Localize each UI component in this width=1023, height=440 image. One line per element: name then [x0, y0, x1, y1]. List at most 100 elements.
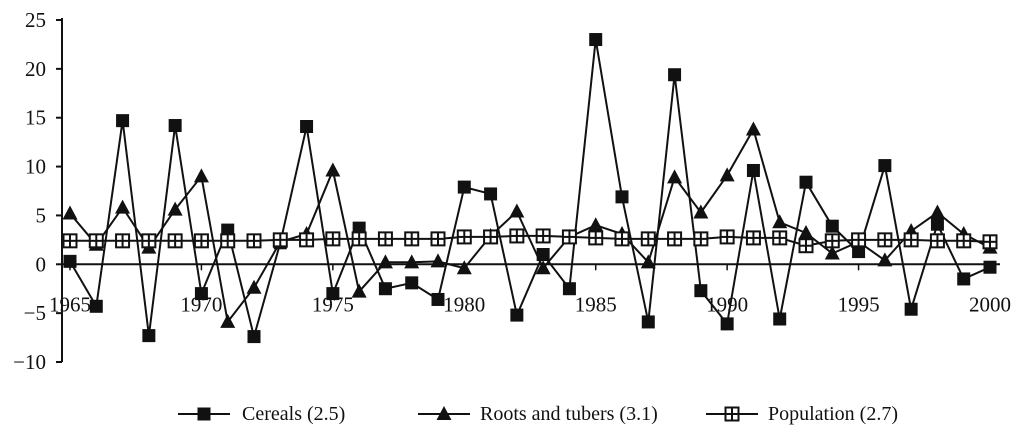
- x-tick-label: 1995: [838, 292, 880, 316]
- series-layer: [62, 33, 998, 344]
- legend: Cereals (2.5) Roots and tubers (3.1) Popul…: [178, 403, 898, 425]
- cereals-point: [536, 248, 550, 262]
- cereals-point: [484, 187, 498, 201]
- cereals-point: [641, 315, 655, 329]
- cereals-point: [983, 260, 997, 274]
- roots-and-tubers-point: [929, 204, 945, 219]
- legend-label: Roots and tubers (3.1): [480, 403, 658, 425]
- cereals-point: [247, 330, 261, 344]
- population-point: [351, 231, 367, 247]
- roots-and-tubers-point: [535, 260, 551, 275]
- population-point: [167, 233, 183, 249]
- cereals-point: [405, 276, 419, 290]
- population-point: [824, 233, 840, 249]
- population-point: [719, 229, 735, 245]
- cereals-point: [746, 163, 760, 177]
- roots-and-tubers-point: [667, 169, 683, 184]
- y-tick-label: 15: [25, 106, 46, 130]
- cereals-point: [142, 329, 156, 343]
- roots-and-tubers-point: [693, 204, 709, 219]
- population-point: [772, 230, 788, 246]
- cereals-point: [773, 312, 787, 326]
- roots-and-tubers-point: [246, 279, 262, 294]
- cereals-point: [878, 159, 892, 173]
- cereals-point: [615, 190, 629, 204]
- legend-label: Cereals (2.5): [242, 403, 345, 425]
- cereals-point: [116, 114, 130, 128]
- roots-and-tubers-point: [430, 253, 446, 268]
- population-point: [88, 233, 104, 249]
- population-point: [272, 232, 288, 248]
- roots-and-tubers-point: [798, 225, 814, 240]
- legend-label: Population (2.7): [768, 403, 898, 425]
- y-tick-label: −10: [13, 350, 46, 374]
- legend-marker: [724, 406, 740, 422]
- population-point: [193, 233, 209, 249]
- population-point: [667, 231, 683, 247]
- roots-and-tubers-point: [167, 201, 183, 216]
- roots-and-tubers-point: [456, 260, 472, 275]
- cereals-point: [799, 175, 813, 189]
- population-point: [982, 234, 998, 250]
- roots-and-tubers-point: [62, 205, 78, 220]
- x-tick-label: 1965: [49, 292, 91, 316]
- cereals-point: [589, 33, 603, 47]
- roots-and-tubers-point: [377, 254, 393, 269]
- population-point: [640, 231, 656, 247]
- roots-and-tubers-point: [640, 254, 656, 269]
- cereals-point: [300, 120, 314, 134]
- population-point: [456, 229, 472, 245]
- cereals-point: [378, 282, 392, 296]
- population-point: [929, 233, 945, 249]
- cereals-point: [694, 284, 708, 298]
- population-point: [430, 231, 446, 247]
- roots-and-tubers-line: [69, 126, 991, 325]
- x-tick-label: 2000: [969, 292, 1011, 316]
- roots-and-tubers-point: [404, 254, 420, 269]
- legend-item-roots-and-tubers: Roots and tubers (3.1): [418, 403, 658, 425]
- population-point: [377, 231, 393, 247]
- population-point: [325, 231, 341, 247]
- legend-item-population: Population (2.7): [706, 403, 898, 425]
- cereals-point: [63, 254, 77, 268]
- cereals-point: [825, 219, 839, 233]
- y-tick-label: 20: [25, 57, 46, 81]
- y-tick-label: 5: [36, 203, 47, 227]
- roots-and-tubers-point: [325, 162, 341, 177]
- cereals-point: [89, 299, 103, 313]
- population-point: [693, 231, 709, 247]
- cereals-point: [168, 119, 182, 133]
- population-point: [588, 230, 604, 246]
- roots-and-tubers-point: [509, 203, 525, 218]
- cereals-point: [562, 282, 576, 296]
- roots-and-tubers-point: [772, 214, 788, 229]
- cereals-point: [852, 245, 866, 259]
- legend-marker: [197, 407, 211, 421]
- population-point: [535, 228, 551, 244]
- legend-marker: [436, 406, 452, 420]
- cereals-point: [668, 68, 682, 82]
- roots-and-tubers-point: [824, 245, 840, 260]
- cereals-point: [957, 272, 971, 286]
- population-point: [483, 229, 499, 245]
- legend-item-cereals: Cereals (2.5): [178, 403, 345, 425]
- cereals-point: [720, 317, 734, 331]
- cereals-point: [510, 308, 524, 322]
- roots-and-tubers-point: [220, 313, 236, 328]
- population-point: [877, 232, 893, 248]
- population-point: [115, 233, 131, 249]
- roots-and-tubers-point: [193, 168, 209, 183]
- roots-and-tubers-point: [877, 252, 893, 267]
- population-point: [956, 233, 972, 249]
- population-point: [62, 233, 78, 249]
- y-tick-label: 25: [25, 8, 46, 32]
- population-point: [851, 232, 867, 248]
- y-tick-label: 0: [36, 252, 47, 276]
- population-point: [561, 229, 577, 245]
- cereals-point: [326, 287, 340, 301]
- roots-and-tubers-point: [588, 217, 604, 232]
- x-tick-label: 1990: [706, 292, 748, 316]
- cereals-point: [457, 180, 471, 194]
- cereals-point: [930, 217, 944, 231]
